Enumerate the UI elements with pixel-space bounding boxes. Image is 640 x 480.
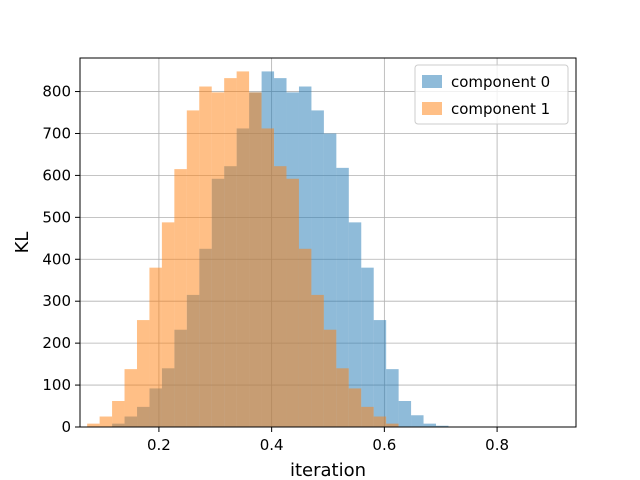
histogram-bar [298,248,312,427]
histogram-bar [311,294,324,427]
y-tick-label: 800 [42,83,71,101]
histogram-bar [373,320,387,427]
legend: component 0 component 1 [414,64,569,125]
y-tick-label: 0 [61,418,71,436]
y-tick-label: 600 [42,166,71,184]
histogram-bar [161,222,175,427]
histogram-bar [348,388,362,427]
y-axis-label: KL [12,232,33,254]
histogram-bar [323,329,337,427]
legend-entry-label: component 1 [451,100,550,118]
histogram-bar [224,78,237,428]
x-tick-label: 0.6 [372,436,396,454]
histogram-bar [398,401,412,427]
plot-frame [79,57,577,428]
histogram-bar [386,369,399,427]
histogram-bar [186,110,200,428]
x-axis-label: iteration [290,460,366,480]
histogram-bar [286,178,299,427]
histogram-bar [136,320,150,427]
histogram-bar [361,267,374,427]
y-tick-label: 100 [42,376,71,394]
y-tick-label: 200 [42,334,71,352]
histogram-bar [174,169,187,427]
histogram-bar [274,166,287,428]
y-tick-label: 700 [42,124,71,142]
histogram-bars [87,71,461,428]
histogram-bar [124,369,137,427]
histogram-bar [386,423,399,427]
histogram-bar [99,416,113,427]
histogram-bar [336,368,349,427]
histogram-bar [149,267,162,427]
histogram-bar [211,92,225,427]
x-tick-label: 0.8 [485,436,509,454]
histogram-bar [199,86,212,427]
histogram-bar [336,167,349,427]
y-tick-label: 400 [42,250,71,268]
legend-swatch [422,75,442,88]
histogram-bar [435,425,449,427]
histogram-bar [361,406,374,427]
histogram-bar [348,222,362,427]
histogram-bar [236,71,250,427]
histogram-bar [261,128,275,428]
histogram-bar [423,423,436,427]
x-tick-label: 0.4 [260,436,284,454]
histogram-bar [112,401,125,427]
histogram-bar [249,92,262,427]
y-axis-ticks: 0 100 200 300 400 500 600 700 800 [42,83,80,436]
x-tick-label: 0.2 [147,436,171,454]
series-1-bars [87,71,399,428]
histogram-bar [411,415,424,427]
y-tick-label: 300 [42,292,71,310]
y-tick-label: 500 [42,208,71,226]
legend-swatch [422,102,442,115]
legend-entry-label: component 0 [451,73,550,91]
legend-frame [414,64,569,125]
histogram-bar [373,416,387,427]
histogram-bar [87,423,100,427]
x-axis-ticks: 0.2 0.4 0.6 0.8 [147,427,509,454]
